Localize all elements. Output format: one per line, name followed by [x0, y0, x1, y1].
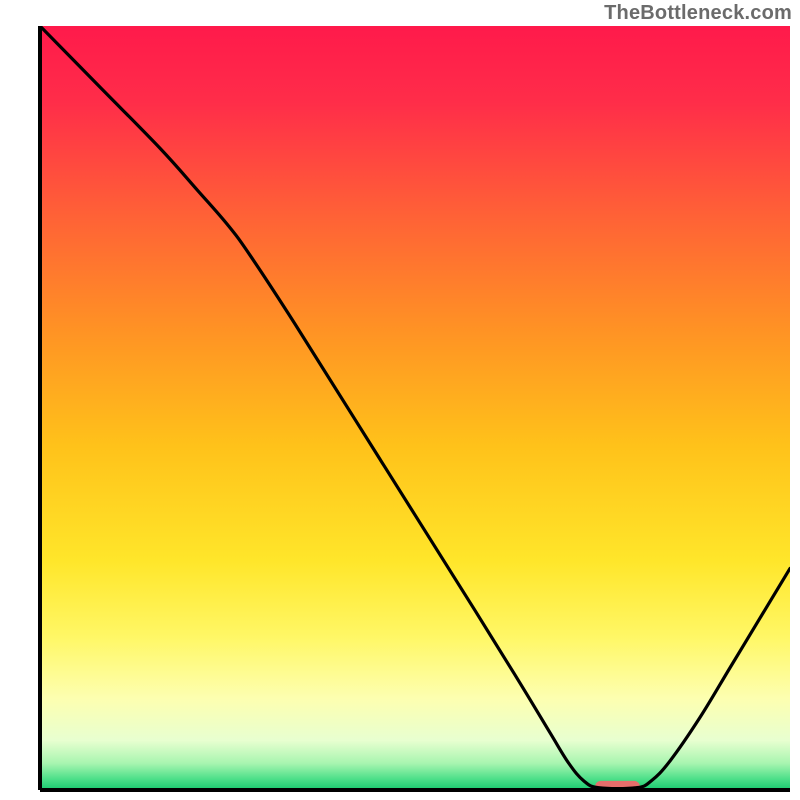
bottleneck-chart: TheBottleneck.com — [0, 0, 800, 800]
chart-svg — [0, 0, 800, 800]
watermark-text: TheBottleneck.com — [604, 2, 792, 25]
